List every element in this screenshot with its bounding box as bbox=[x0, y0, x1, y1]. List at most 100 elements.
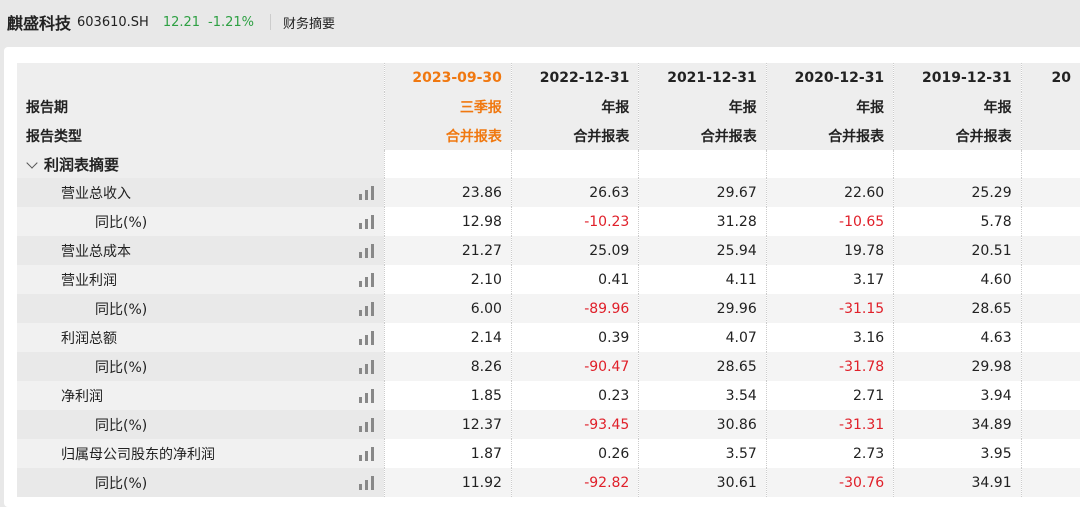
table-row: 利润总额 2.14 0.39 4.07 3.16 4.63 bbox=[17, 323, 1080, 352]
row-label: 同比(%) bbox=[95, 214, 148, 231]
column-period[interactable]: 年报 bbox=[638, 92, 767, 121]
value-cell: -93.45 bbox=[510, 410, 639, 439]
column-period[interactable]: 三季报 bbox=[383, 92, 512, 121]
bar-chart-icon[interactable] bbox=[358, 273, 375, 287]
value-cell: -90.47 bbox=[510, 352, 639, 381]
row-label: 营业总成本 bbox=[61, 243, 131, 260]
value-cell: -30.76 bbox=[765, 468, 894, 497]
row-label-cell: 营业总收入 bbox=[17, 178, 384, 207]
column-date[interactable]: 2020-12-31 bbox=[765, 63, 894, 92]
value-cell: 2.10 bbox=[383, 265, 512, 294]
value-cell: 0.39 bbox=[510, 323, 639, 352]
row-label-cell: 归属母公司股东的净利润 bbox=[17, 439, 384, 468]
value-cell: -10.65 bbox=[765, 207, 894, 236]
value-cell bbox=[1020, 323, 1080, 352]
column-date[interactable]: 2023-09-30 bbox=[383, 63, 512, 92]
table-row: 营业利润 2.10 0.41 4.11 3.17 4.60 bbox=[17, 265, 1080, 294]
stock-change: -1.21% bbox=[208, 14, 255, 30]
column-date[interactable]: 2022-12-31 bbox=[510, 63, 639, 92]
value-cell: -89.96 bbox=[510, 294, 639, 323]
row-label: 营业总收入 bbox=[61, 185, 131, 202]
column-period[interactable] bbox=[1020, 92, 1080, 121]
column-type[interactable]: 合并报表 bbox=[510, 121, 639, 150]
column-type[interactable]: 合并报表 bbox=[765, 121, 894, 150]
value-cell: 0.26 bbox=[510, 439, 639, 468]
value-cell: 29.98 bbox=[893, 352, 1022, 381]
empty-cell bbox=[1020, 150, 1080, 178]
row-label-cell: 净利润 bbox=[17, 381, 384, 410]
table-row: 同比(%) 8.26 -90.47 28.65 -31.78 29.98 bbox=[17, 352, 1080, 381]
value-cell bbox=[1020, 410, 1080, 439]
value-cell bbox=[1020, 265, 1080, 294]
value-cell: 6.00 bbox=[383, 294, 512, 323]
row-label: 同比(%) bbox=[95, 301, 148, 318]
value-cell: 20.51 bbox=[893, 236, 1022, 265]
bar-chart-icon[interactable] bbox=[358, 476, 375, 490]
row-label: 报告类型 bbox=[17, 121, 384, 150]
stock-price: 12.21 bbox=[162, 14, 201, 30]
bar-chart-icon[interactable] bbox=[358, 244, 375, 258]
stock-name: 麒盛科技 bbox=[7, 14, 72, 33]
row-label: 利润总额 bbox=[61, 330, 117, 347]
value-cell bbox=[1020, 439, 1080, 468]
table-row: 同比(%) 6.00 -89.96 29.96 -31.15 28.65 bbox=[17, 294, 1080, 323]
bar-chart-icon[interactable] bbox=[358, 215, 375, 229]
section-row[interactable]: 利润表摘要 bbox=[17, 150, 1080, 178]
empty-cell bbox=[383, 150, 512, 178]
value-cell: 2.71 bbox=[765, 381, 894, 410]
row-label: 同比(%) bbox=[95, 475, 148, 492]
column-date[interactable]: 2019-12-31 bbox=[893, 63, 1022, 92]
bar-chart-icon[interactable] bbox=[358, 389, 375, 403]
bar-chart-icon[interactable] bbox=[358, 447, 375, 461]
value-cell: 29.67 bbox=[638, 178, 767, 207]
value-cell: 34.91 bbox=[893, 468, 1022, 497]
column-period[interactable]: 年报 bbox=[765, 92, 894, 121]
column-period[interactable]: 年报 bbox=[510, 92, 639, 121]
financial-table: 2023-09-30 2022-12-31 2021-12-31 2020-12-31… bbox=[17, 63, 1080, 497]
bar-chart-icon[interactable] bbox=[358, 302, 375, 316]
value-cell: -92.82 bbox=[510, 468, 639, 497]
header-row-date: 2023-09-30 2022-12-31 2021-12-31 2020-12-31… bbox=[17, 63, 1080, 92]
value-cell: 23.86 bbox=[383, 178, 512, 207]
tab-financial-summary[interactable]: 财务摘要 bbox=[283, 16, 336, 32]
section-header[interactable]: 利润表摘要 bbox=[17, 150, 384, 178]
bar-chart-icon[interactable] bbox=[358, 331, 375, 345]
column-type[interactable]: 合并报表 bbox=[383, 121, 512, 150]
value-cell: -31.31 bbox=[765, 410, 894, 439]
column-type[interactable]: 合并报表 bbox=[893, 121, 1022, 150]
section-title: 利润表摘要 bbox=[44, 155, 120, 174]
value-cell: 22.60 bbox=[765, 178, 894, 207]
row-label: 同比(%) bbox=[95, 417, 148, 434]
row-label: 营业利润 bbox=[61, 272, 117, 289]
empty-cell bbox=[638, 150, 767, 178]
empty-cell bbox=[893, 150, 1022, 178]
row-label-cell: 同比(%) bbox=[17, 468, 384, 497]
divider bbox=[270, 14, 272, 30]
value-cell: 0.41 bbox=[510, 265, 639, 294]
value-cell bbox=[1020, 294, 1080, 323]
column-date[interactable]: 2021-12-31 bbox=[638, 63, 767, 92]
bar-chart-icon[interactable] bbox=[358, 186, 375, 200]
value-cell: 3.16 bbox=[765, 323, 894, 352]
chevron-down-icon[interactable] bbox=[26, 156, 38, 169]
value-cell: 0.23 bbox=[510, 381, 639, 410]
value-cell: 2.73 bbox=[765, 439, 894, 468]
row-label: 归属母公司股东的净利润 bbox=[61, 446, 215, 463]
table-row: 同比(%) 12.98 -10.23 31.28 -10.65 5.78 bbox=[17, 207, 1080, 236]
bar-chart-icon[interactable] bbox=[358, 418, 375, 432]
stock-code: 603610.SH bbox=[77, 14, 149, 30]
value-cell: 19.78 bbox=[765, 236, 894, 265]
value-cell: 34.89 bbox=[893, 410, 1022, 439]
column-period[interactable]: 年报 bbox=[893, 92, 1022, 121]
column-type[interactable] bbox=[1020, 121, 1080, 150]
table-row: 营业总收入 23.86 26.63 29.67 22.60 25.29 bbox=[17, 178, 1080, 207]
column-date[interactable]: 20 bbox=[1020, 63, 1080, 92]
row-label bbox=[17, 63, 384, 92]
column-type[interactable]: 合并报表 bbox=[638, 121, 767, 150]
bar-chart-icon[interactable] bbox=[358, 360, 375, 374]
value-cell: 4.60 bbox=[893, 265, 1022, 294]
value-cell: 30.61 bbox=[638, 468, 767, 497]
value-cell: 25.29 bbox=[893, 178, 1022, 207]
row-label-cell: 营业总成本 bbox=[17, 236, 384, 265]
empty-cell bbox=[765, 150, 894, 178]
